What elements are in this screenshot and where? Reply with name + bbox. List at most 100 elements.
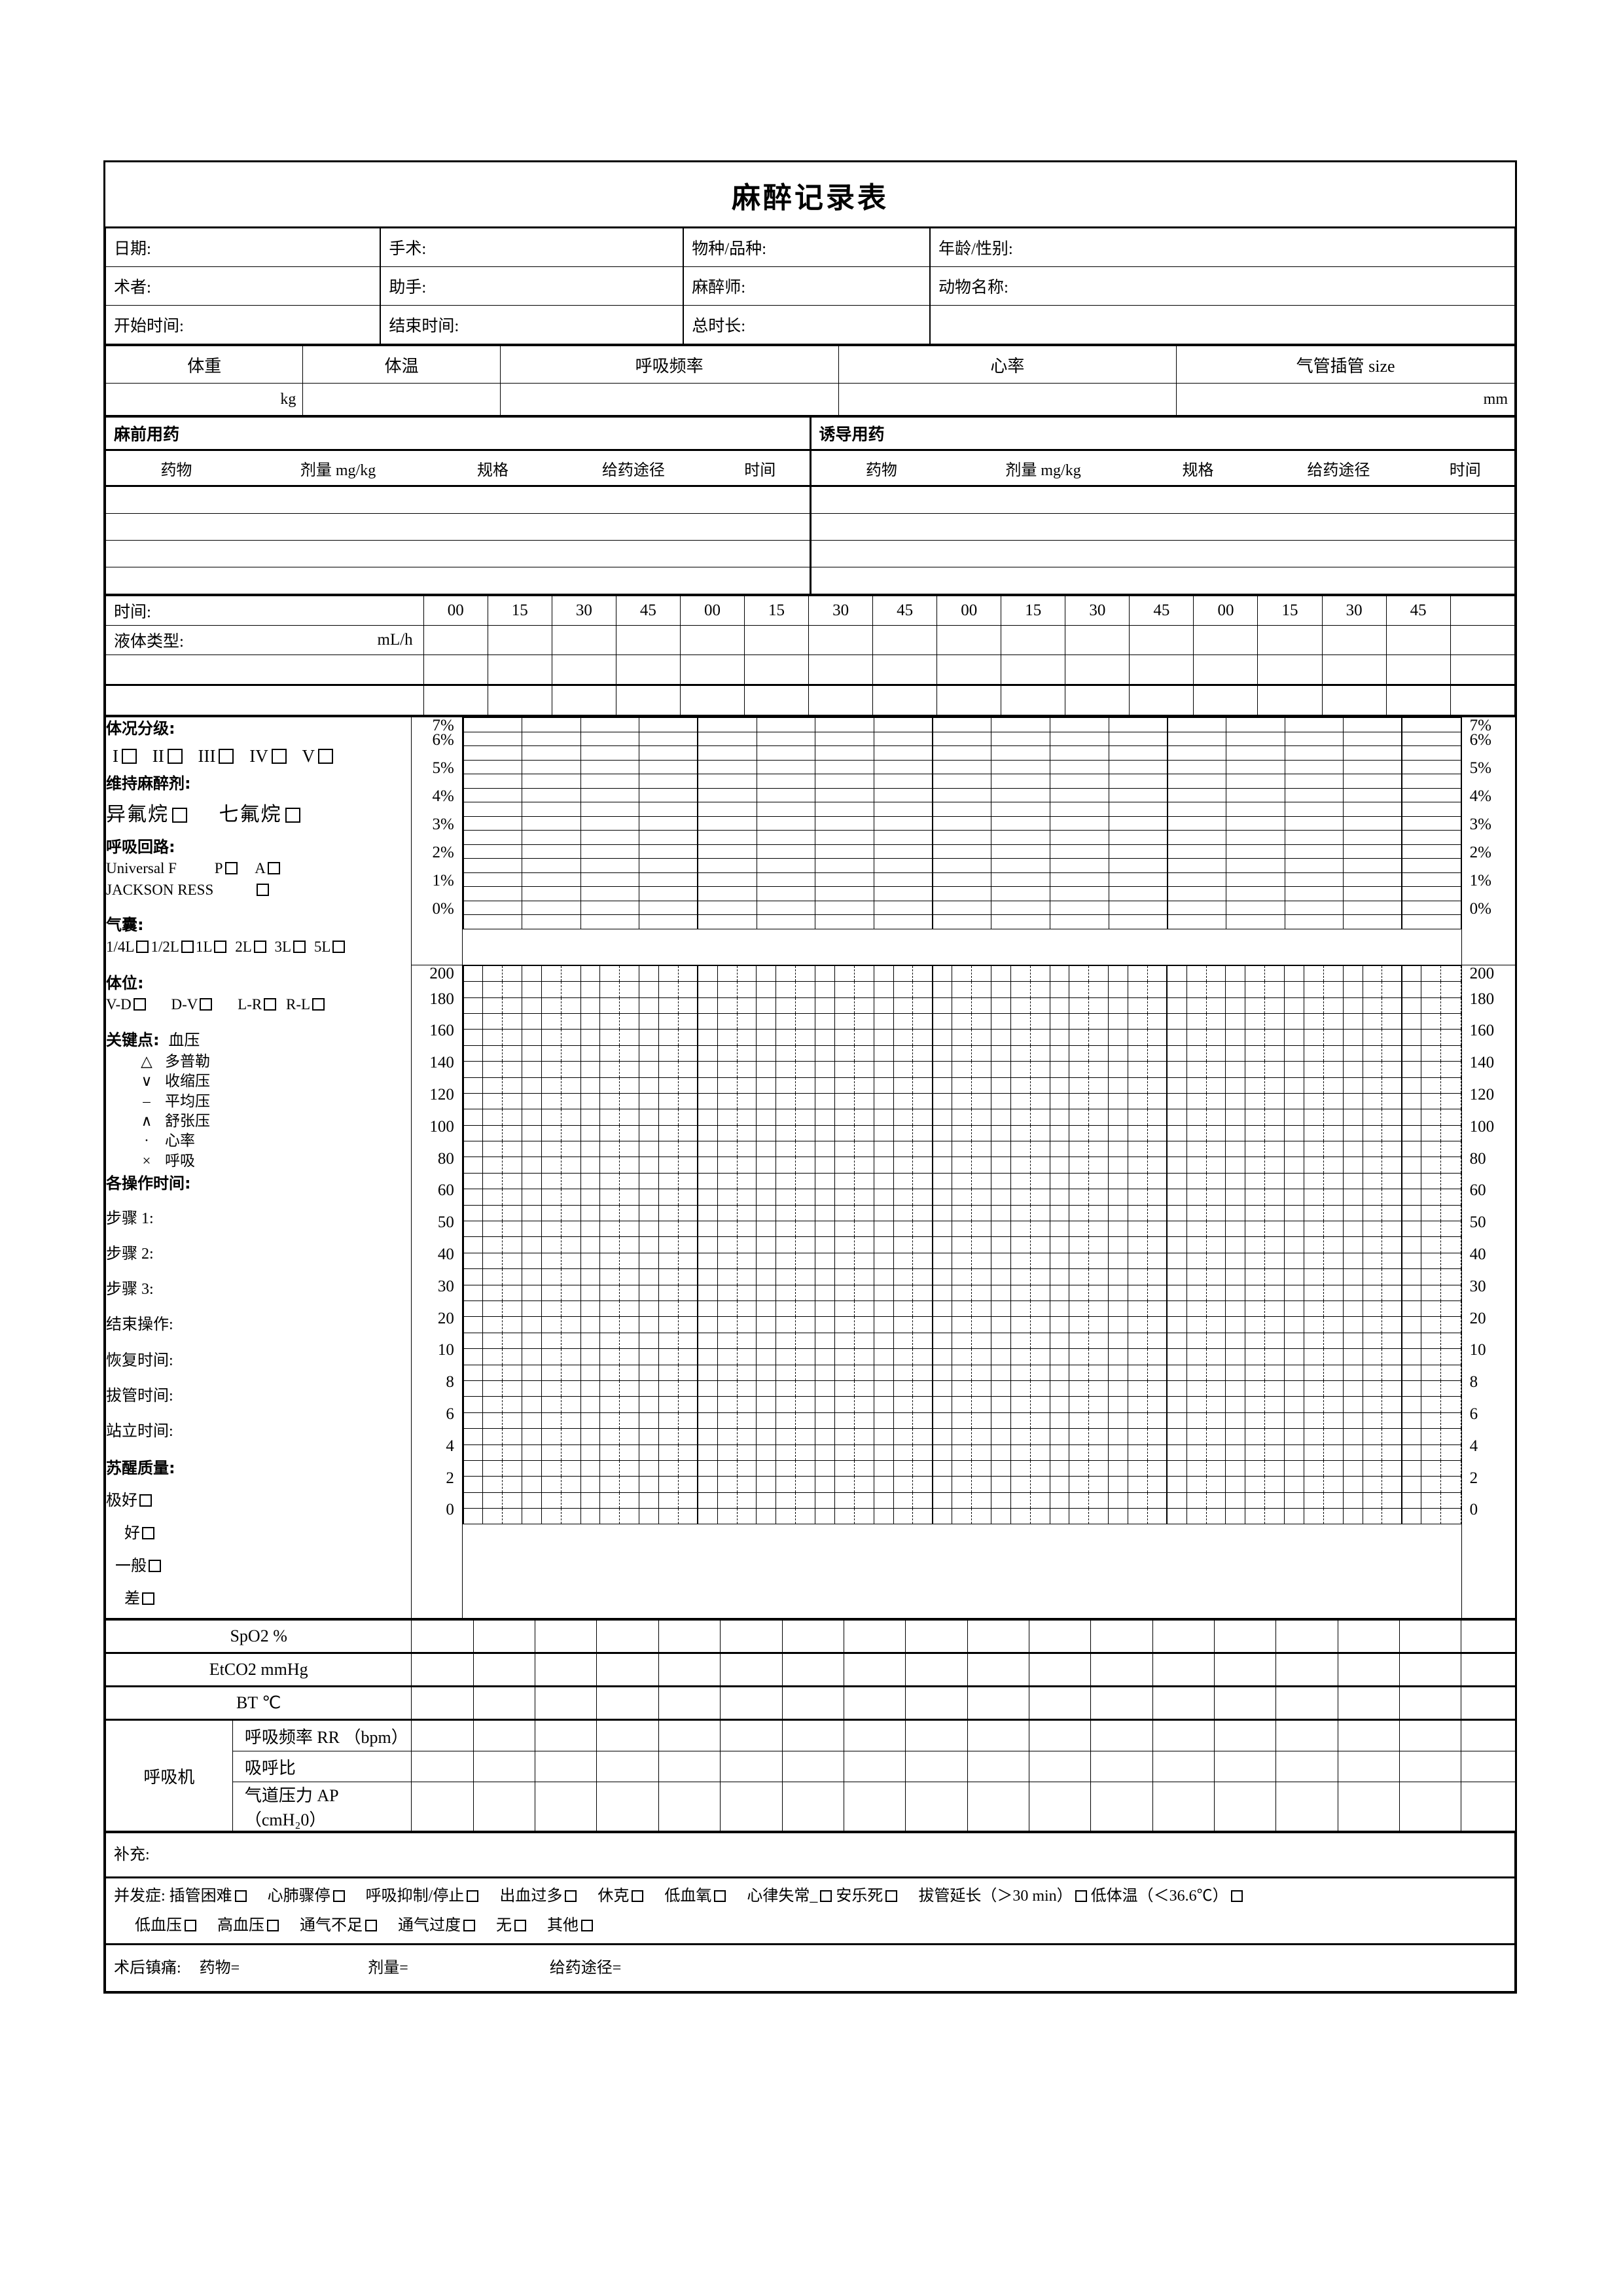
vitals-grid-cell[interactable] bbox=[873, 1428, 894, 1445]
field-surgeon[interactable]: 术者: bbox=[105, 266, 381, 306]
vitals-grid-cell[interactable] bbox=[1166, 965, 1187, 982]
vitals-grid-cell[interactable] bbox=[1421, 1252, 1442, 1270]
vitals-grid-cell[interactable] bbox=[853, 1332, 874, 1350]
vitals-grid-cell[interactable] bbox=[795, 1189, 816, 1206]
vitals-grid-cell[interactable] bbox=[1323, 1029, 1344, 1046]
vitals-grid-cell[interactable] bbox=[462, 1141, 484, 1158]
measure-cell[interactable] bbox=[473, 1619, 536, 1654]
vitals-grid-cell[interactable] bbox=[795, 1508, 816, 1525]
value-ett-unit[interactable]: mm bbox=[1176, 383, 1515, 416]
vitals-grid-cell[interactable] bbox=[1382, 1316, 1402, 1333]
vitals-grid-cell[interactable] bbox=[1303, 965, 1324, 982]
vitals-grid-cell[interactable] bbox=[1421, 1109, 1442, 1126]
vitals-grid-cell[interactable] bbox=[1303, 1476, 1324, 1493]
vitals-grid-cell[interactable] bbox=[1440, 1396, 1461, 1413]
vitals-grid-cell[interactable] bbox=[1245, 1268, 1266, 1285]
percent-grid-cell[interactable] bbox=[1401, 774, 1461, 789]
measure-cell[interactable] bbox=[1337, 1685, 1400, 1721]
vitals-grid-cell[interactable] bbox=[815, 981, 835, 998]
percent-grid-cell[interactable] bbox=[697, 717, 757, 732]
vitals-grid-cell[interactable] bbox=[1088, 1428, 1109, 1445]
vitals-grid-cell[interactable] bbox=[1010, 1157, 1031, 1174]
vitals-grid-cell[interactable] bbox=[619, 1092, 640, 1110]
vitals-grid-cell[interactable] bbox=[639, 1492, 660, 1509]
vitals-grid-cell[interactable] bbox=[1400, 1157, 1422, 1174]
induction-entry[interactable] bbox=[811, 485, 1514, 514]
vitals-grid-cell[interactable] bbox=[1303, 1396, 1324, 1413]
vitals-grid-cell[interactable] bbox=[853, 1460, 874, 1477]
percent-grid-cell[interactable] bbox=[932, 816, 992, 831]
vitals-grid-cell[interactable] bbox=[1186, 1492, 1207, 1509]
position-vd-checkbox[interactable] bbox=[133, 998, 146, 1011]
vitals-grid-cell[interactable] bbox=[952, 1284, 972, 1301]
percent-grid-cell[interactable] bbox=[756, 759, 816, 774]
vitals-grid-cell[interactable] bbox=[776, 1268, 796, 1285]
vitals-grid-cell[interactable] bbox=[1010, 1412, 1031, 1429]
vitals-grid-cell[interactable] bbox=[1245, 965, 1266, 982]
vitals-grid-cell[interactable] bbox=[1303, 1157, 1324, 1174]
vitals-grid-cell[interactable] bbox=[756, 1348, 777, 1365]
vitals-grid-cell[interactable] bbox=[697, 1236, 718, 1253]
circuit-p-checkbox[interactable] bbox=[224, 862, 238, 875]
vitals-grid-cell[interactable] bbox=[912, 1045, 933, 1062]
vitals-grid-cell[interactable] bbox=[1049, 1157, 1070, 1174]
vitals-grid-cell[interactable] bbox=[912, 1460, 933, 1477]
vitals-grid-cell[interactable] bbox=[1400, 965, 1422, 982]
vitals-grid-cell[interactable] bbox=[952, 1268, 972, 1285]
vitals-grid-cell[interactable] bbox=[952, 1380, 972, 1397]
ventilator-cell[interactable] bbox=[720, 1782, 783, 1832]
vitals-grid-cell[interactable] bbox=[1069, 1332, 1090, 1350]
grade-V-checkbox[interactable] bbox=[317, 749, 333, 764]
vitals-grid-cell[interactable] bbox=[658, 1252, 679, 1270]
vitals-grid-cell[interactable] bbox=[873, 1141, 894, 1158]
measure-cell[interactable] bbox=[1275, 1652, 1338, 1687]
percent-grid-cell[interactable] bbox=[815, 900, 874, 915]
vitals-grid-cell[interactable] bbox=[1186, 1476, 1207, 1493]
vitals-grid-cell[interactable] bbox=[1284, 1396, 1304, 1413]
vitals-grid-cell[interactable] bbox=[1069, 1109, 1090, 1126]
vitals-grid-cell[interactable] bbox=[1362, 1444, 1383, 1461]
percent-grid-cell[interactable] bbox=[462, 802, 522, 817]
vitals-grid-cell[interactable] bbox=[1342, 1109, 1363, 1126]
vitals-grid-cell[interactable] bbox=[853, 1189, 874, 1206]
vitals-grid-cell[interactable] bbox=[580, 1221, 601, 1238]
analgesia-drug[interactable]: 药物= bbox=[199, 1959, 240, 1977]
vitals-grid-cell[interactable] bbox=[1147, 1077, 1168, 1094]
vitals-grid-cell[interactable] bbox=[1049, 997, 1070, 1014]
vitals-grid-cell[interactable] bbox=[1323, 1189, 1344, 1206]
vitals-grid-cell[interactable] bbox=[560, 1284, 581, 1301]
vitals-grid-cell[interactable] bbox=[1440, 1013, 1461, 1030]
vitals-grid-cell[interactable] bbox=[736, 1013, 757, 1030]
vitals-grid-cell[interactable] bbox=[658, 1092, 679, 1110]
percent-grid-cell[interactable] bbox=[1343, 914, 1402, 929]
vitals-grid-cell[interactable] bbox=[677, 1428, 698, 1445]
fluid-cell[interactable] bbox=[936, 684, 1002, 715]
vitals-grid-cell[interactable] bbox=[1069, 1157, 1090, 1174]
vitals-grid-cell[interactable] bbox=[1225, 1204, 1246, 1222]
vitals-grid-cell[interactable] bbox=[912, 981, 933, 998]
vitals-grid-cell[interactable] bbox=[1205, 1045, 1226, 1062]
vitals-grid-cell[interactable] bbox=[639, 1316, 660, 1333]
vitals-grid-cell[interactable] bbox=[1088, 1061, 1109, 1078]
vitals-grid-cell[interactable] bbox=[462, 1157, 484, 1174]
vitals-grid-cell[interactable] bbox=[1108, 1332, 1129, 1350]
vitals-grid-cell[interactable] bbox=[893, 1396, 914, 1413]
vitals-grid-cell[interactable] bbox=[1323, 1092, 1344, 1110]
vitals-grid-cell[interactable] bbox=[1323, 1124, 1344, 1142]
vitals-grid-cell[interactable] bbox=[462, 1444, 484, 1461]
percent-grid-cell[interactable] bbox=[580, 759, 640, 774]
vitals-grid-cell[interactable] bbox=[1342, 1221, 1363, 1238]
vitals-grid-cell[interactable] bbox=[756, 1412, 777, 1429]
vitals-grid-cell[interactable] bbox=[560, 1045, 581, 1062]
vitals-grid-cell[interactable] bbox=[1303, 1029, 1324, 1046]
fluid-cell[interactable] bbox=[1065, 684, 1130, 715]
vitals-grid-cell[interactable] bbox=[1225, 1300, 1246, 1318]
vitals-grid-cell[interactable] bbox=[1069, 1316, 1090, 1333]
vitals-grid-cell[interactable] bbox=[541, 1204, 562, 1222]
percent-grid-cell[interactable] bbox=[639, 886, 698, 901]
vitals-grid-cell[interactable] bbox=[1342, 1492, 1363, 1509]
vitals-grid-cell[interactable] bbox=[834, 1157, 855, 1174]
vitals-grid-cell[interactable] bbox=[462, 1332, 484, 1350]
vitals-grid-cell[interactable] bbox=[1323, 1284, 1344, 1301]
vitals-grid-cell[interactable] bbox=[717, 1221, 738, 1238]
